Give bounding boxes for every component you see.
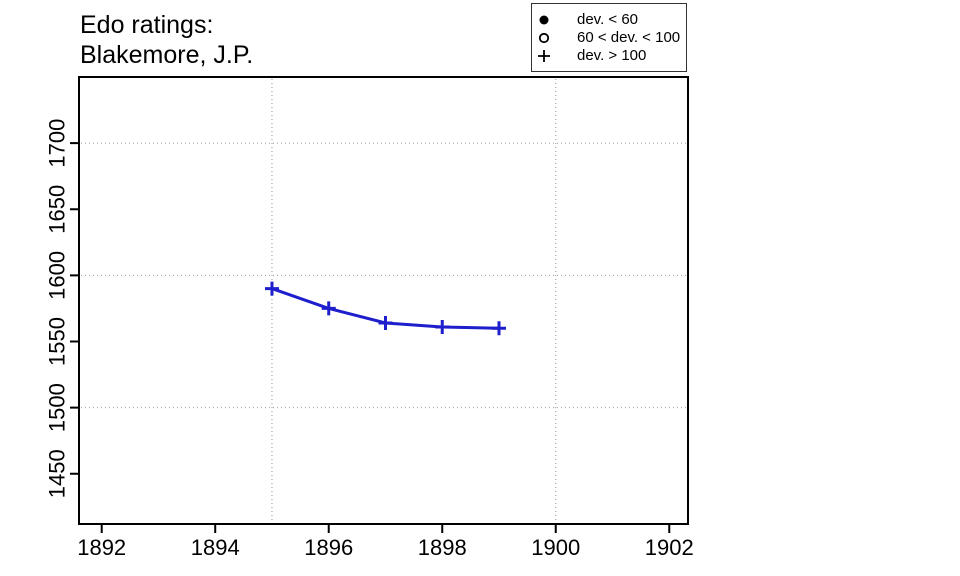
- rating-point-marker: [492, 321, 506, 336]
- chart-title-line2: Blakemore, J.P.: [80, 41, 254, 69]
- plus-icon: [537, 49, 551, 63]
- x-tick-label: 1902: [645, 535, 694, 560]
- y-tick-label: 1450: [45, 449, 70, 498]
- legend-item-dev-gt-100: dev. > 100: [532, 47, 686, 65]
- x-tick-label: 1894: [191, 535, 240, 560]
- x-tick-label: 1900: [531, 535, 580, 560]
- y-tick-label: 1700: [45, 119, 70, 168]
- legend-item-dev-lt-60: dev. < 60: [532, 11, 686, 29]
- plot-border: [78, 76, 689, 525]
- chart-title-line1: Edo ratings:: [80, 11, 214, 39]
- chart-title: Edo ratings: Blakemore, J.P.: [80, 10, 253, 70]
- rating-point-marker: [435, 319, 450, 334]
- x-tick-label: 1898: [418, 535, 467, 560]
- y-tick-label: 1600: [45, 251, 70, 300]
- y-tick-label: 1550: [45, 317, 70, 366]
- filled-circle-icon: [537, 13, 551, 27]
- rating-point-marker: [321, 301, 336, 316]
- legend-label: dev. > 100: [577, 47, 647, 64]
- legend-item-dev-60-100: 60 < dev. < 100: [532, 29, 686, 47]
- legend-label: dev. < 60: [577, 11, 639, 28]
- rating-point-marker: [264, 281, 279, 296]
- x-tick-label: 1896: [304, 535, 353, 560]
- y-tick-label: 1500: [45, 383, 70, 432]
- open-circle-icon: [537, 31, 551, 45]
- legend-box: dev. < 60 60 < dev. < 100 dev. > 100: [531, 3, 687, 72]
- legend-label: 60 < dev. < 100: [577, 29, 681, 46]
- y-tick-label: 1650: [45, 185, 70, 234]
- rating-point-marker: [378, 315, 393, 330]
- x-tick-label: 1892: [77, 535, 126, 560]
